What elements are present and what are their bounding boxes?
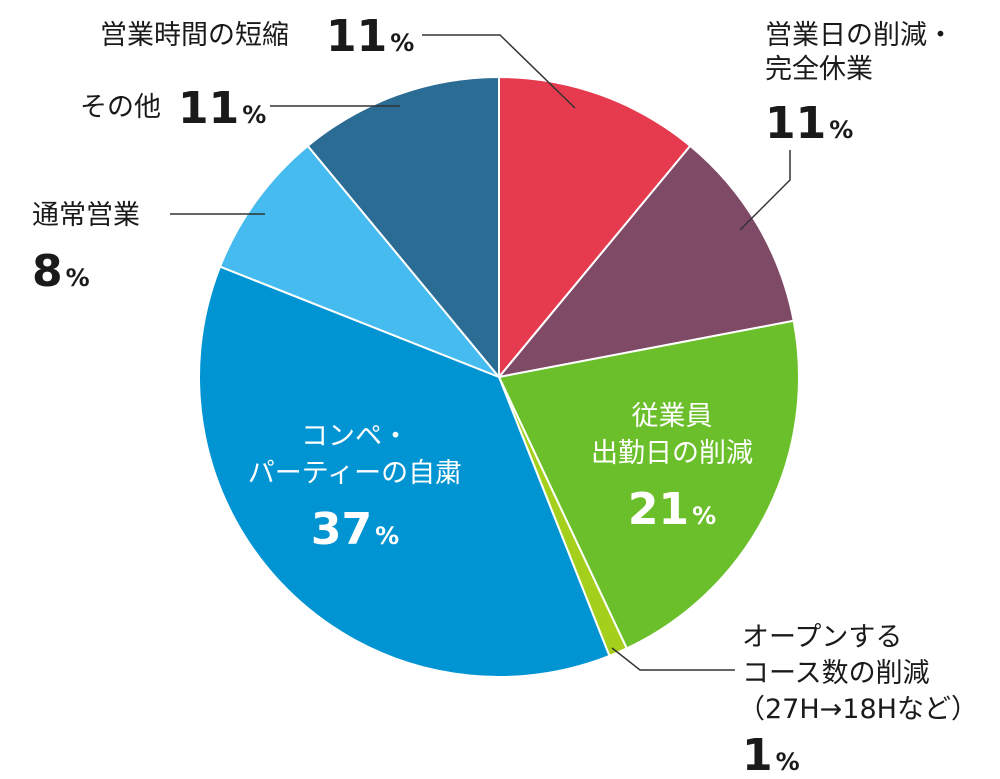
slice-name-label: 従業員 — [632, 401, 713, 432]
pie-slice — [198, 265, 611, 678]
leader-line — [611, 647, 735, 671]
slice-name-label: 完全休業 — [765, 54, 873, 85]
slice-value-label: 1% — [742, 730, 800, 779]
pie-slices — [198, 75, 801, 678]
slice-name-label: コース数の削減 — [742, 658, 930, 689]
slice-name-label: 営業日の削減・ — [765, 20, 954, 51]
slice-value-label: 11% — [178, 83, 266, 134]
leader-line — [739, 150, 791, 231]
slice-value-label: 11% — [765, 98, 853, 149]
slice-name-label: 営業時間の短縮 — [100, 20, 289, 51]
slice-name-label: コンペ・ — [301, 421, 409, 452]
leader-line — [422, 34, 576, 109]
slice-value-label: 37% — [311, 504, 399, 555]
slice-name-label: その他 — [80, 92, 161, 123]
slice-value-label: 8% — [32, 246, 90, 297]
slice-value-label: 21% — [628, 484, 716, 535]
pie-slice — [218, 144, 500, 378]
leader-lines — [170, 34, 791, 671]
pie-slice — [497, 319, 801, 650]
slice-name-label: （27H→18Hなど） — [738, 694, 978, 725]
pie-slice — [498, 75, 692, 380]
pie-slice — [306, 75, 500, 380]
slice-name-label: 通常営業 — [32, 200, 140, 231]
pie-slice — [496, 144, 795, 379]
slice-name-label: オープンする — [742, 622, 902, 653]
slice-value-label: 11% — [326, 11, 414, 62]
slice-name-label: 出勤日の削減 — [591, 438, 753, 469]
slice-name-label: パーティーの自粛 — [248, 458, 462, 489]
